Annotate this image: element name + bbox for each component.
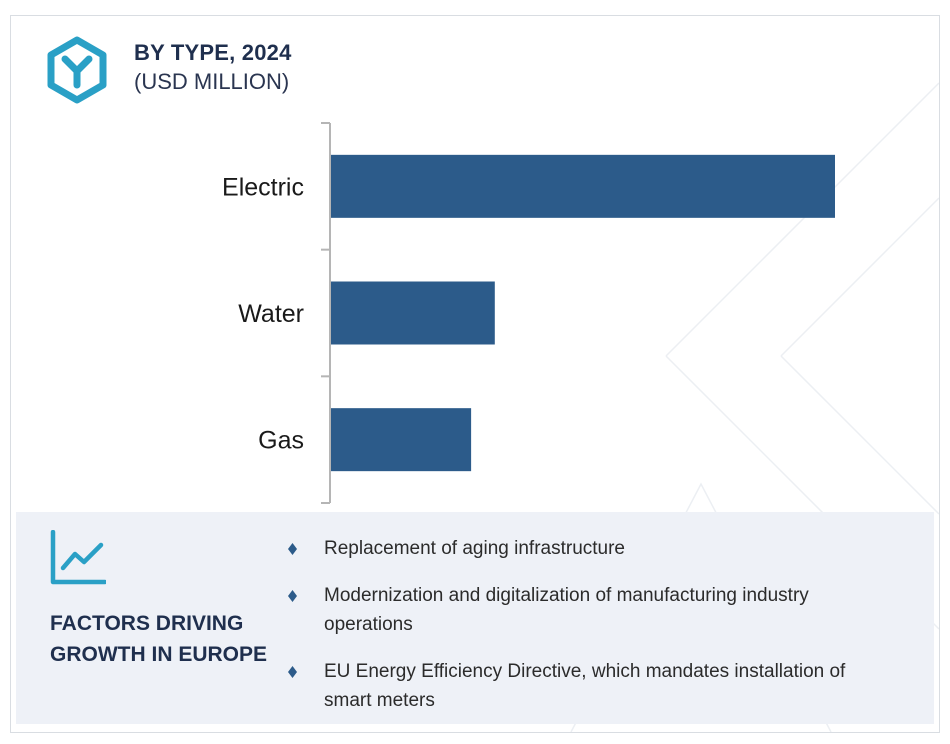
factor-text: EU Energy Efficiency Directive, which ma… bbox=[324, 661, 846, 711]
bar-chart: Electric Water Gas bbox=[222, 122, 835, 504]
factors-title: FACTORS DRIVING GROWTH IN EUROPE bbox=[50, 612, 268, 666]
trend-chart-icon bbox=[50, 530, 106, 585]
diamond-bullet-icon bbox=[288, 666, 297, 678]
factor-text: Replacement of aging infrastructure bbox=[324, 538, 625, 559]
chart-card: BY TYPE, 2024 (USD MILLION) Electric Wate… bbox=[10, 15, 940, 733]
factor-text: Modernization and digitalization of manu… bbox=[324, 585, 809, 635]
diamond-bullet-icon bbox=[288, 543, 297, 555]
chart-subtitle: (USD MILLION) bbox=[134, 69, 290, 94]
factor-item: Modernization and digitalization of manu… bbox=[288, 581, 898, 639]
bar-electric bbox=[331, 154, 835, 218]
factor-item: Replacement of aging infrastructure bbox=[288, 534, 898, 563]
chart-title: BY TYPE, 2024 bbox=[134, 40, 292, 65]
bar-water bbox=[331, 281, 495, 345]
bar-gas bbox=[331, 408, 472, 472]
category-label-water: Water bbox=[238, 300, 304, 328]
factors-panel: FACTORS DRIVING GROWTH IN EUROPE Replace… bbox=[16, 512, 934, 724]
category-label-gas: Gas bbox=[258, 427, 304, 455]
factor-item: EU Energy Efficiency Directive, which ma… bbox=[288, 657, 898, 715]
category-label-electric: Electric bbox=[222, 173, 304, 201]
hexagon-y-logo-icon bbox=[47, 36, 107, 104]
factors-list: Replacement of aging infrastructure Moder… bbox=[288, 534, 898, 732]
diamond-bullet-icon bbox=[288, 590, 297, 602]
